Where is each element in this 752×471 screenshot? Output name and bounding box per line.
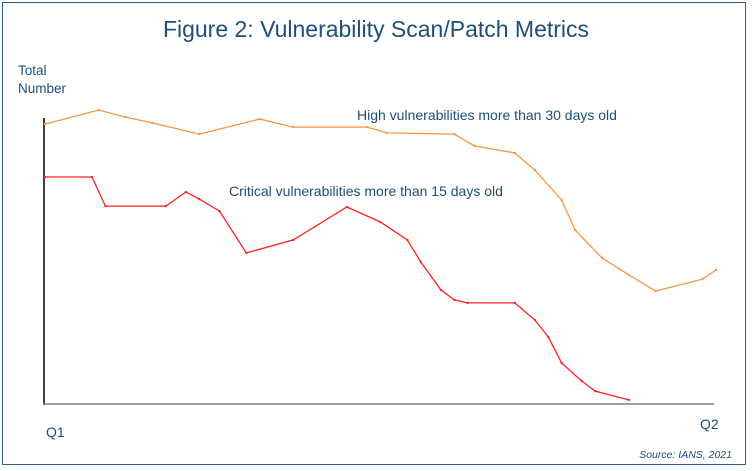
data-point — [345, 205, 349, 209]
data-point — [466, 301, 469, 305]
data-point — [258, 117, 261, 121]
data-point — [573, 228, 577, 232]
data-point — [43, 122, 47, 126]
data-point — [473, 144, 476, 148]
data-point — [90, 175, 94, 179]
data-point — [439, 288, 443, 292]
data-point — [198, 132, 201, 136]
series-line-high — [44, 109, 717, 292]
data-point — [245, 251, 248, 255]
data-point — [594, 389, 597, 393]
data-point — [547, 335, 550, 339]
data-point — [164, 204, 167, 208]
data-point — [151, 121, 154, 125]
data-point — [292, 238, 295, 242]
data-point — [97, 108, 100, 112]
data-point — [580, 379, 583, 383]
data-point — [714, 268, 718, 272]
data-point — [513, 151, 516, 155]
data-point — [627, 273, 630, 277]
data-point — [198, 197, 201, 201]
data-point — [513, 301, 516, 305]
source-note: Source: IANS, 2021 — [639, 449, 732, 461]
data-point — [184, 190, 188, 194]
data-point — [453, 132, 456, 136]
y-axis-label: Total Number — [18, 63, 67, 96]
data-point — [292, 125, 295, 129]
data-point — [453, 298, 456, 302]
data-point — [701, 277, 704, 281]
x-tick-label-q2: Q2 — [700, 416, 719, 432]
data-point — [104, 204, 107, 208]
data-point — [379, 220, 382, 224]
data-point — [365, 125, 369, 129]
data-point — [600, 256, 604, 260]
data-point — [533, 168, 537, 172]
data-point — [560, 198, 563, 202]
data-point — [654, 289, 657, 293]
data-point — [218, 209, 221, 213]
data-point — [560, 361, 563, 365]
series-label-critical: Critical vulnerabilities more than 15 da… — [229, 183, 503, 199]
data-point — [627, 398, 630, 402]
data-point — [386, 131, 389, 135]
x-tick-label-q1: Q1 — [46, 424, 65, 440]
data-point — [533, 318, 537, 322]
series-label-high: High vulnerabilities more than 30 days o… — [357, 107, 617, 123]
data-point — [419, 260, 422, 264]
data-point — [124, 115, 127, 119]
figure-frame — [2, 2, 746, 465]
data-point — [43, 175, 47, 179]
data-point — [406, 238, 409, 242]
series-line-critical — [45, 176, 629, 401]
chart-title: Figure 2: Vulnerability Scan/Patch Metri… — [162, 16, 590, 42]
